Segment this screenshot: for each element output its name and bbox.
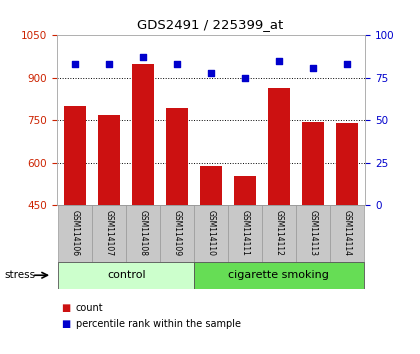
Point [208, 70, 215, 76]
Text: GSM114112: GSM114112 [274, 210, 284, 256]
Text: ■: ■ [61, 303, 70, 313]
Bar [58, 262, 194, 289]
Bar [330, 205, 364, 262]
Bar [228, 205, 262, 262]
Point [106, 62, 113, 67]
Text: GSM114114: GSM114114 [342, 210, 351, 256]
Bar [268, 88, 290, 205]
Bar [234, 176, 256, 205]
Text: GDS2491 / 225399_at: GDS2491 / 225399_at [137, 18, 283, 31]
Bar [160, 205, 194, 262]
Bar [200, 166, 222, 205]
Text: cigarette smoking: cigarette smoking [228, 270, 329, 280]
Text: GSM114106: GSM114106 [71, 210, 80, 256]
Text: GSM114110: GSM114110 [207, 210, 215, 256]
Text: GSM114113: GSM114113 [308, 210, 318, 256]
Text: GSM114111: GSM114111 [241, 210, 249, 256]
Point [140, 55, 147, 60]
Bar [302, 122, 324, 205]
Point [310, 65, 316, 70]
Bar [126, 205, 160, 262]
Text: GSM114108: GSM114108 [139, 210, 148, 256]
Text: percentile rank within the sample: percentile rank within the sample [76, 319, 241, 329]
Text: count: count [76, 303, 103, 313]
Point [174, 62, 181, 67]
Text: stress: stress [4, 270, 35, 280]
Point [72, 62, 79, 67]
Bar [98, 115, 120, 205]
Point [344, 62, 350, 67]
Bar [92, 205, 126, 262]
Text: GSM114109: GSM114109 [173, 210, 181, 256]
Text: control: control [107, 270, 146, 280]
Text: ■: ■ [61, 319, 70, 329]
Bar [194, 205, 228, 262]
Bar [296, 205, 330, 262]
Bar [336, 123, 358, 205]
Point [276, 58, 282, 64]
Point [241, 75, 248, 81]
Text: GSM114107: GSM114107 [105, 210, 114, 256]
Bar [194, 262, 364, 289]
Bar [262, 205, 296, 262]
Bar [58, 205, 92, 262]
Bar [132, 64, 154, 205]
Bar [64, 106, 87, 205]
Bar [166, 108, 188, 205]
